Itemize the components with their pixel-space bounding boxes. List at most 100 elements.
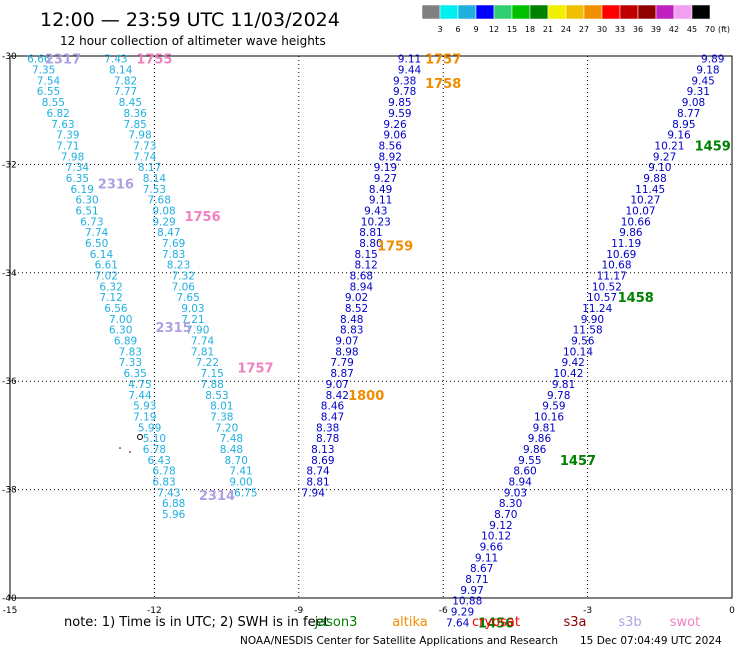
- wave-height-label: 7.20: [215, 422, 238, 434]
- wave-height-label: 7.65: [176, 292, 199, 304]
- wave-height-label: 8.92: [379, 151, 402, 163]
- wave-height-label: 6.78: [143, 444, 166, 456]
- colorbar-swatch: [583, 4, 603, 20]
- wave-height-label: 9.16: [667, 130, 691, 142]
- wave-height-label: 9.56: [571, 336, 595, 348]
- colorbar-label: 30: [597, 25, 607, 34]
- colorbar-label: 18: [525, 25, 535, 34]
- wave-height-label: 10.21: [654, 140, 684, 152]
- wave-height-label: 7.39: [56, 130, 79, 142]
- satellite-legend-s3b: s3b: [618, 615, 641, 630]
- y-tick-label: -34: [2, 269, 17, 279]
- wave-height-label: 8.67: [470, 563, 493, 575]
- wave-height-label: 9.26: [383, 119, 407, 131]
- y-tick-label: -40: [2, 594, 17, 604]
- wave-height-label: 11.19: [611, 238, 641, 250]
- footer-note: note: 1) Time is in UTC; 2) SWH is in fe…: [64, 615, 329, 630]
- wave-height-label: 6.56: [104, 303, 128, 315]
- wave-height-label: 6.88: [162, 498, 185, 510]
- wave-height-label: 7.06: [172, 281, 196, 293]
- wave-height-label: 8.80: [359, 238, 382, 250]
- wave-height-label: 7.41: [229, 466, 252, 478]
- colorbar-swatch: [565, 4, 585, 20]
- color-scale-legend: 3 6 9 12 15 18 21 24 27 30 33 36 39 42 45 70 (ft): [421, 4, 730, 34]
- wave-height-label: 9.07: [335, 336, 358, 348]
- wave-height-label: 9.81: [552, 379, 575, 391]
- wave-height-label: 9.55: [518, 455, 541, 467]
- wave-height-label: 11.45: [635, 184, 665, 196]
- wave-height-label: 9.86: [523, 444, 547, 456]
- pass-time-label: 1758: [425, 77, 461, 92]
- wave-height-label: 9.59: [388, 108, 411, 120]
- wave-height-label: 7.85: [123, 119, 146, 131]
- wave-height-label: 6.35: [123, 368, 146, 380]
- wave-height-label: 9.44: [398, 65, 422, 77]
- credit-line: NOAA/NESDIS Center for Satellite Applica…: [240, 635, 558, 647]
- track-4: 9.899.189.459.319.088.778.959.1610.219.2…: [446, 54, 724, 630]
- wave-height-label: 8.36: [123, 108, 147, 120]
- pass-time-label: 1457: [560, 454, 596, 469]
- wave-height-label: 8.38: [316, 422, 339, 434]
- x-tick-label: -15: [3, 606, 18, 616]
- colorbar-swatch: [655, 4, 675, 20]
- colorbar-swatch: [439, 4, 459, 20]
- colorbar-label: 39: [651, 25, 661, 34]
- wave-height-label: 7.33: [119, 357, 142, 369]
- colorbar-label: 27: [579, 25, 589, 34]
- y-tick-label: -36: [2, 377, 17, 387]
- y-tick-label: -30: [2, 52, 17, 62]
- wave-height-label: 6.30: [75, 195, 98, 207]
- wave-height-label: 9.02: [345, 292, 368, 304]
- wave-height-label: 7.00: [109, 314, 132, 326]
- wave-height-label: 9.19: [374, 162, 397, 174]
- wave-height-label: 9.86: [528, 433, 552, 445]
- wave-height-label: 8.74: [306, 466, 330, 478]
- wave-height-label: 9.27: [653, 151, 676, 163]
- wave-height-label: 10.69: [606, 249, 636, 261]
- colorbar-swatch: [637, 4, 657, 20]
- wave-height-label: 9.11: [398, 54, 421, 66]
- wave-height-label: 10.52: [592, 281, 622, 293]
- wave-height-label: 9.06: [383, 130, 407, 142]
- pass-time-labels: 2317 1755 2316 1756 2315 1757 2314 1757 1758 1759…: [45, 53, 731, 632]
- wave-height-label: 7.79: [330, 357, 353, 369]
- wave-height-label: 7.38: [210, 411, 233, 423]
- wave-height-label: 8.53: [205, 390, 228, 402]
- wave-height-label: 8.94: [350, 281, 374, 293]
- wave-height-label: 7.81: [191, 346, 214, 358]
- colorbar-label: (ft): [718, 25, 730, 34]
- pass-time-label: 1759: [377, 240, 413, 255]
- wave-height-label: 8.45: [119, 97, 142, 109]
- wave-height-label: 7.88: [200, 379, 223, 391]
- wave-height-label: 11.58: [573, 325, 603, 337]
- colorbar-label: 36: [633, 25, 643, 34]
- wave-height-label: 9.07: [326, 379, 349, 391]
- wave-height-label: 9.89: [701, 54, 724, 66]
- wave-height-label: 10.14: [563, 346, 593, 358]
- colorbar-label: 3: [437, 25, 442, 34]
- wave-height-label: 7.69: [162, 238, 185, 250]
- wave-height-label: 10.88: [452, 596, 482, 608]
- wave-height-label: 8.13: [311, 444, 334, 456]
- wave-height-label: 10.57: [587, 292, 617, 304]
- track-2: 7.438.147.827.778.458.367.857.987.737.74…: [104, 54, 257, 500]
- wave-height-label: 8.17: [138, 162, 161, 174]
- wave-height-label: 9.03: [504, 487, 527, 499]
- pass-time-label: 1456: [478, 616, 514, 631]
- colorbar-label: 33: [615, 25, 625, 34]
- wave-height-label: 7.71: [56, 140, 79, 152]
- wave-height-label: 9.97: [460, 585, 483, 597]
- wave-height-label: 8.95: [672, 119, 695, 131]
- wave-height-label: 7.74: [191, 336, 215, 348]
- wave-height-label: 8.81: [306, 476, 329, 488]
- pass-time-label: 1757: [425, 53, 461, 68]
- wave-height-label: 9.90: [581, 314, 604, 326]
- wave-height-label: 7.53: [143, 184, 166, 196]
- wave-height-label: 9.66: [480, 542, 504, 554]
- wave-height-label: 5.93: [133, 401, 156, 413]
- plot-frame: [9, 55, 733, 599]
- wave-height-label: 6.83: [152, 476, 175, 488]
- wave-height-label: 6.73: [80, 216, 103, 228]
- pass-time-label: 1800: [348, 389, 384, 404]
- wave-height-label: 8.77: [677, 108, 700, 120]
